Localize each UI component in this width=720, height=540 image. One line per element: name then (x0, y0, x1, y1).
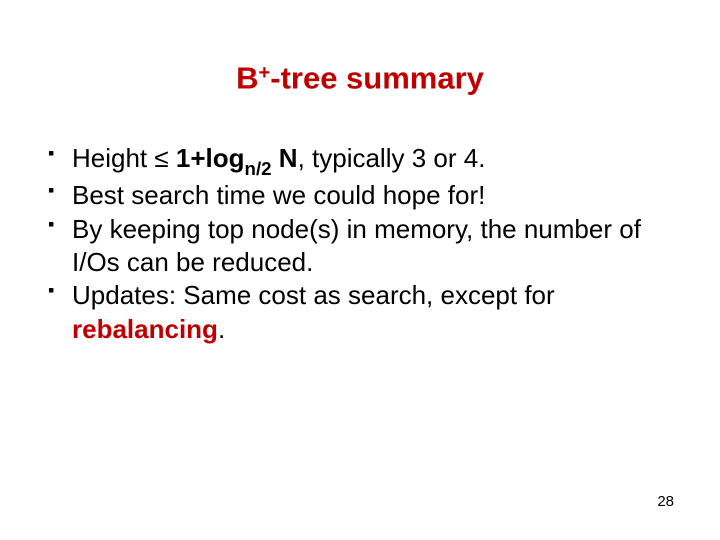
title-superscript: + (258, 62, 270, 84)
slide-number: 28 (657, 493, 674, 510)
b3-text: By keeping top node(s) in memory, the nu… (72, 214, 641, 277)
b1-formula-post: N (272, 143, 298, 173)
slide-container: B+-tree summary Height ≤ 1+logn/2 N, typ… (0, 0, 720, 540)
b4-bold: rebalancing (72, 314, 218, 344)
title-post: -tree summary (270, 60, 484, 95)
b1-leq: ≤ (154, 143, 168, 173)
title-pre: B (236, 60, 258, 95)
b4-pre: Updates: Same cost as search, except for (72, 280, 555, 310)
b4-after: . (218, 314, 225, 344)
bullet-item-4: Updates: Same cost as search, except for… (48, 279, 682, 346)
b1-pre: Height (72, 143, 154, 173)
slide-title: B+-tree summary (38, 60, 682, 96)
b1-after: , typically 3 or 4. (298, 143, 486, 173)
bullet-list: Height ≤ 1+logn/2 N, typically 3 or 4. B… (38, 142, 682, 345)
bullet-item-2: Best search time we could hope for! (48, 179, 682, 212)
b1-formula-sub: n/2 (245, 158, 272, 179)
b1-formula-pre: 1+log (169, 143, 245, 173)
bullet-item-3: By keeping top node(s) in memory, the nu… (48, 213, 682, 280)
bullet-item-1: Height ≤ 1+logn/2 N, typically 3 or 4. (48, 142, 682, 179)
b2-text: Best search time we could hope for! (72, 180, 485, 210)
